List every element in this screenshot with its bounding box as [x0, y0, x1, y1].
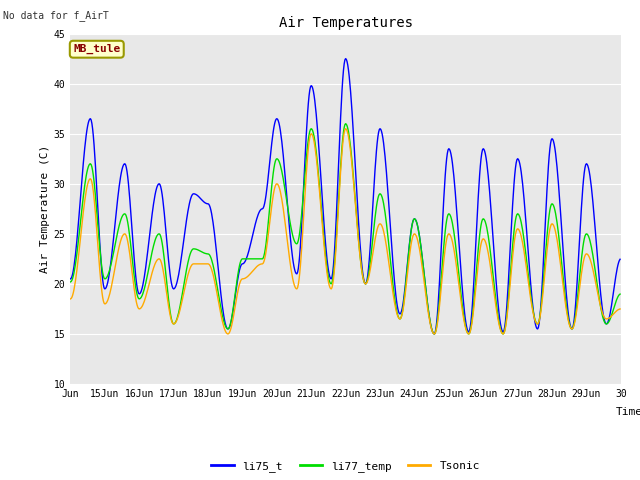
Y-axis label: Air Temperature (C): Air Temperature (C) [40, 144, 50, 273]
Text: MB_tule: MB_tule [73, 44, 120, 54]
Title: Air Temperatures: Air Temperatures [278, 16, 413, 30]
Legend: li75_t, li77_temp, Tsonic: li75_t, li77_temp, Tsonic [207, 457, 484, 477]
X-axis label: Time: Time [616, 407, 640, 417]
Text: No data for f_AirT: No data for f_AirT [3, 11, 109, 22]
